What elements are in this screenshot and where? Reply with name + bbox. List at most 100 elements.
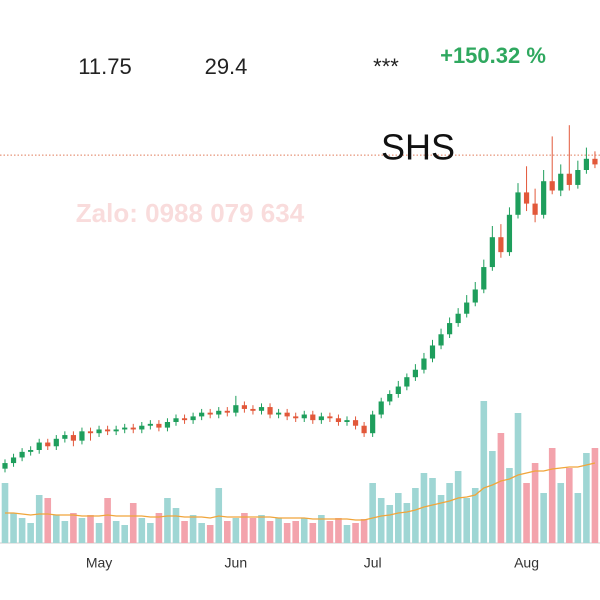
candle-body xyxy=(387,394,393,402)
candle-body xyxy=(207,412,213,415)
candle-body xyxy=(267,407,273,415)
candle-body xyxy=(464,302,470,314)
volume-bar xyxy=(112,521,120,543)
volume-bar xyxy=(95,523,103,543)
x-tick-label: Jul xyxy=(364,555,382,571)
candle-body xyxy=(523,192,530,204)
volume-bar xyxy=(574,493,582,543)
volume-bar xyxy=(275,518,282,543)
volume-bar xyxy=(420,473,428,543)
volume-bar xyxy=(189,515,197,543)
volume-bar xyxy=(471,488,479,543)
volume-bar xyxy=(523,483,530,543)
volume-bar xyxy=(104,498,111,543)
volume-bar xyxy=(10,513,17,543)
candle-body xyxy=(335,418,342,422)
candle-body xyxy=(122,427,128,430)
volume-bar xyxy=(386,505,394,543)
candle-body xyxy=(395,386,401,394)
volume-bar xyxy=(70,513,77,543)
volume-bar xyxy=(437,495,445,543)
candle-body xyxy=(53,438,59,447)
candle-body xyxy=(79,431,85,441)
candle-body xyxy=(549,181,555,191)
candle-body xyxy=(327,416,333,419)
volume-bar xyxy=(497,433,505,543)
volume-bar xyxy=(241,513,248,543)
volume-bar xyxy=(369,483,376,543)
candle-body xyxy=(498,237,504,253)
volume-bar xyxy=(318,515,325,543)
candle-body xyxy=(276,412,282,415)
volume-bar xyxy=(480,401,488,543)
candle-body xyxy=(558,173,564,191)
candle-body xyxy=(113,429,119,432)
candle-body xyxy=(224,410,230,413)
volume-bar xyxy=(489,451,496,543)
volume-bar xyxy=(557,483,565,543)
candle-body xyxy=(250,408,256,411)
candle-body xyxy=(130,427,136,430)
volume-bar xyxy=(87,515,94,543)
volume-bar xyxy=(129,503,137,543)
volume-bar xyxy=(249,518,257,543)
candle-body xyxy=(147,423,153,426)
volume-bar xyxy=(206,525,214,543)
volume-bar xyxy=(403,503,411,543)
candle-body xyxy=(284,412,290,417)
header-value: 11.75 xyxy=(78,54,132,79)
candle-body xyxy=(62,435,68,439)
candle-body xyxy=(438,334,444,346)
volume-bar xyxy=(35,495,43,543)
candle-body xyxy=(583,158,589,170)
candle-body xyxy=(412,369,418,378)
header-value: 29.4 xyxy=(204,54,248,79)
candle-body xyxy=(352,420,359,426)
candle-body xyxy=(105,429,111,432)
candle-body xyxy=(455,313,461,324)
x-tick-label: May xyxy=(86,555,112,571)
candle-body xyxy=(532,203,538,215)
candle-body xyxy=(592,158,598,165)
candle-body xyxy=(70,435,76,441)
volume-bar xyxy=(454,471,462,543)
change-percent: +150.32 % xyxy=(440,43,546,68)
volume-bar xyxy=(172,508,180,543)
volume-bar xyxy=(232,518,240,543)
volume-bar xyxy=(591,448,599,543)
candle-body xyxy=(181,418,188,421)
volume-bar xyxy=(27,523,34,543)
volume-bar xyxy=(138,518,146,543)
candle-body xyxy=(45,442,51,447)
candle-body xyxy=(404,377,410,387)
volume-bar xyxy=(258,515,265,543)
candle-body xyxy=(28,450,34,452)
volume-bar xyxy=(300,518,308,543)
candle-body xyxy=(10,457,17,464)
volume-bar xyxy=(377,498,385,543)
volume-bar xyxy=(198,523,205,543)
candle-body xyxy=(233,405,239,413)
volume-bar xyxy=(506,468,513,543)
volume-bar xyxy=(429,478,436,543)
candle-body xyxy=(472,289,478,303)
volume-bar xyxy=(309,523,317,543)
x-tick-label: Jun xyxy=(225,555,248,571)
volume-bar xyxy=(78,518,86,543)
candle-body xyxy=(156,423,162,428)
x-tick-label: Aug xyxy=(514,555,539,571)
candle-body xyxy=(506,214,513,253)
chart-title: SHS xyxy=(381,127,455,168)
volume-bar xyxy=(181,521,188,543)
volume-bar xyxy=(266,521,274,543)
volume-bar xyxy=(335,518,342,543)
candle-body xyxy=(301,414,307,419)
volume-bar xyxy=(164,498,171,543)
candle-body xyxy=(293,416,299,419)
volume-bar xyxy=(343,525,351,543)
volume-bar xyxy=(566,468,573,543)
candle-body xyxy=(481,267,487,290)
candle-body xyxy=(421,358,427,370)
volume-bar xyxy=(548,448,556,543)
